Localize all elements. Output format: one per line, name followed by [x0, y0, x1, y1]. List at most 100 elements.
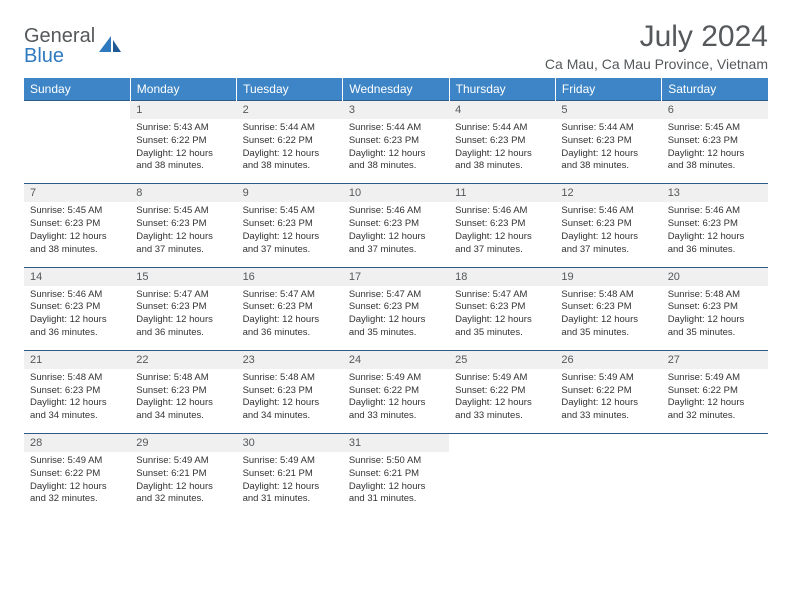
calendar-week-row: 21Sunrise: 5:48 AMSunset: 6:23 PMDayligh… — [24, 350, 768, 433]
day-number: 10 — [343, 184, 449, 202]
day-number: 12 — [555, 184, 661, 202]
day-number: 28 — [24, 434, 130, 452]
calendar-cell: 1Sunrise: 5:43 AMSunset: 6:22 PMDaylight… — [130, 101, 236, 184]
day-details: Sunrise: 5:44 AMSunset: 6:22 PMDaylight:… — [237, 119, 343, 183]
calendar-cell: 17Sunrise: 5:47 AMSunset: 6:23 PMDayligh… — [343, 267, 449, 350]
day-number: 22 — [130, 351, 236, 369]
day-header: Saturday — [662, 78, 768, 101]
calendar-cell: 27Sunrise: 5:49 AMSunset: 6:22 PMDayligh… — [662, 350, 768, 433]
day-details: Sunrise: 5:50 AMSunset: 6:21 PMDaylight:… — [343, 452, 449, 516]
day-details: Sunrise: 5:49 AMSunset: 6:22 PMDaylight:… — [24, 452, 130, 516]
calendar-cell: 19Sunrise: 5:48 AMSunset: 6:23 PMDayligh… — [555, 267, 661, 350]
day-details: Sunrise: 5:48 AMSunset: 6:23 PMDaylight:… — [555, 286, 661, 350]
calendar-cell: 14Sunrise: 5:46 AMSunset: 6:23 PMDayligh… — [24, 267, 130, 350]
day-details: Sunrise: 5:46 AMSunset: 6:23 PMDaylight:… — [343, 202, 449, 266]
day-number: 29 — [130, 434, 236, 452]
day-number: 2 — [237, 101, 343, 119]
calendar-cell: 21Sunrise: 5:48 AMSunset: 6:23 PMDayligh… — [24, 350, 130, 433]
calendar-cell: 18Sunrise: 5:47 AMSunset: 6:23 PMDayligh… — [449, 267, 555, 350]
day-details: Sunrise: 5:48 AMSunset: 6:23 PMDaylight:… — [130, 369, 236, 433]
day-details — [555, 440, 661, 492]
day-details: Sunrise: 5:45 AMSunset: 6:23 PMDaylight:… — [24, 202, 130, 266]
day-details: Sunrise: 5:45 AMSunset: 6:23 PMDaylight:… — [130, 202, 236, 266]
day-number: 21 — [24, 351, 130, 369]
calendar-cell: 5Sunrise: 5:44 AMSunset: 6:23 PMDaylight… — [555, 101, 661, 184]
day-details: Sunrise: 5:49 AMSunset: 6:22 PMDaylight:… — [555, 369, 661, 433]
day-details: Sunrise: 5:44 AMSunset: 6:23 PMDaylight:… — [555, 119, 661, 183]
logo-word-2: Blue — [24, 46, 95, 66]
sail-icon — [97, 34, 123, 61]
day-number: 5 — [555, 101, 661, 119]
day-details: Sunrise: 5:46 AMSunset: 6:23 PMDaylight:… — [662, 202, 768, 266]
calendar-cell: 24Sunrise: 5:49 AMSunset: 6:22 PMDayligh… — [343, 350, 449, 433]
month-title: July 2024 — [545, 20, 768, 54]
calendar-cell: 4Sunrise: 5:44 AMSunset: 6:23 PMDaylight… — [449, 101, 555, 184]
calendar-cell: 29Sunrise: 5:49 AMSunset: 6:21 PMDayligh… — [130, 434, 236, 517]
header: General Blue July 2024 Ca Mau, Ca Mau Pr… — [24, 20, 768, 72]
day-number: 20 — [662, 268, 768, 286]
day-details: Sunrise: 5:43 AMSunset: 6:22 PMDaylight:… — [130, 119, 236, 183]
day-details: Sunrise: 5:47 AMSunset: 6:23 PMDaylight:… — [130, 286, 236, 350]
day-details: Sunrise: 5:48 AMSunset: 6:23 PMDaylight:… — [24, 369, 130, 433]
day-details: Sunrise: 5:45 AMSunset: 6:23 PMDaylight:… — [662, 119, 768, 183]
day-details: Sunrise: 5:49 AMSunset: 6:21 PMDaylight:… — [237, 452, 343, 516]
day-details: Sunrise: 5:47 AMSunset: 6:23 PMDaylight:… — [449, 286, 555, 350]
calendar-cell: 30Sunrise: 5:49 AMSunset: 6:21 PMDayligh… — [237, 434, 343, 517]
calendar-cell: 6Sunrise: 5:45 AMSunset: 6:23 PMDaylight… — [662, 101, 768, 184]
day-number: 31 — [343, 434, 449, 452]
day-number: 6 — [662, 101, 768, 119]
day-number: 11 — [449, 184, 555, 202]
day-header: Friday — [555, 78, 661, 101]
calendar-week-row: 14Sunrise: 5:46 AMSunset: 6:23 PMDayligh… — [24, 267, 768, 350]
day-details: Sunrise: 5:46 AMSunset: 6:23 PMDaylight:… — [449, 202, 555, 266]
calendar-cell: 2Sunrise: 5:44 AMSunset: 6:22 PMDaylight… — [237, 101, 343, 184]
day-number: 18 — [449, 268, 555, 286]
calendar-cell: 9Sunrise: 5:45 AMSunset: 6:23 PMDaylight… — [237, 184, 343, 267]
day-details — [662, 440, 768, 492]
day-number: 15 — [130, 268, 236, 286]
day-number: 14 — [24, 268, 130, 286]
calendar-body: 1Sunrise: 5:43 AMSunset: 6:22 PMDaylight… — [24, 101, 768, 517]
location: Ca Mau, Ca Mau Province, Vietnam — [545, 56, 768, 72]
calendar-cell: 12Sunrise: 5:46 AMSunset: 6:23 PMDayligh… — [555, 184, 661, 267]
calendar-cell: 25Sunrise: 5:49 AMSunset: 6:22 PMDayligh… — [449, 350, 555, 433]
day-number: 16 — [237, 268, 343, 286]
day-details — [24, 107, 130, 159]
calendar-cell: 13Sunrise: 5:46 AMSunset: 6:23 PMDayligh… — [662, 184, 768, 267]
day-details: Sunrise: 5:47 AMSunset: 6:23 PMDaylight:… — [343, 286, 449, 350]
day-number: 27 — [662, 351, 768, 369]
day-header: Monday — [130, 78, 236, 101]
calendar-cell: 31Sunrise: 5:50 AMSunset: 6:21 PMDayligh… — [343, 434, 449, 517]
calendar-cell: 20Sunrise: 5:48 AMSunset: 6:23 PMDayligh… — [662, 267, 768, 350]
calendar-cell: 15Sunrise: 5:47 AMSunset: 6:23 PMDayligh… — [130, 267, 236, 350]
logo-text: General Blue — [24, 26, 95, 66]
day-number: 19 — [555, 268, 661, 286]
day-details: Sunrise: 5:44 AMSunset: 6:23 PMDaylight:… — [343, 119, 449, 183]
day-details — [449, 440, 555, 492]
logo-word-1: General — [24, 26, 95, 46]
calendar-cell: 11Sunrise: 5:46 AMSunset: 6:23 PMDayligh… — [449, 184, 555, 267]
day-details: Sunrise: 5:47 AMSunset: 6:23 PMDaylight:… — [237, 286, 343, 350]
day-number: 4 — [449, 101, 555, 119]
calendar-cell — [555, 434, 661, 517]
day-number: 3 — [343, 101, 449, 119]
calendar-week-row: 7Sunrise: 5:45 AMSunset: 6:23 PMDaylight… — [24, 184, 768, 267]
day-number: 9 — [237, 184, 343, 202]
day-details: Sunrise: 5:49 AMSunset: 6:22 PMDaylight:… — [449, 369, 555, 433]
calendar-page: General Blue July 2024 Ca Mau, Ca Mau Pr… — [0, 0, 792, 536]
calendar-week-row: 28Sunrise: 5:49 AMSunset: 6:22 PMDayligh… — [24, 434, 768, 517]
day-number: 23 — [237, 351, 343, 369]
day-number: 8 — [130, 184, 236, 202]
day-number: 24 — [343, 351, 449, 369]
day-details: Sunrise: 5:49 AMSunset: 6:21 PMDaylight:… — [130, 452, 236, 516]
day-details: Sunrise: 5:46 AMSunset: 6:23 PMDaylight:… — [555, 202, 661, 266]
calendar-cell: 7Sunrise: 5:45 AMSunset: 6:23 PMDaylight… — [24, 184, 130, 267]
day-number: 26 — [555, 351, 661, 369]
calendar-cell: 28Sunrise: 5:49 AMSunset: 6:22 PMDayligh… — [24, 434, 130, 517]
day-details: Sunrise: 5:48 AMSunset: 6:23 PMDaylight:… — [662, 286, 768, 350]
calendar-cell: 23Sunrise: 5:48 AMSunset: 6:23 PMDayligh… — [237, 350, 343, 433]
day-details: Sunrise: 5:49 AMSunset: 6:22 PMDaylight:… — [662, 369, 768, 433]
day-header: Sunday — [24, 78, 130, 101]
day-number: 30 — [237, 434, 343, 452]
day-details: Sunrise: 5:48 AMSunset: 6:23 PMDaylight:… — [237, 369, 343, 433]
